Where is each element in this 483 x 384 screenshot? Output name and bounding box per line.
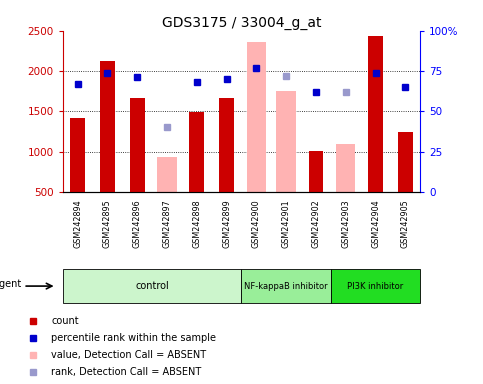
Text: NF-kappaB inhibitor: NF-kappaB inhibitor — [244, 281, 328, 291]
Text: GSM242903: GSM242903 — [341, 199, 350, 248]
Text: GSM242896: GSM242896 — [133, 199, 142, 248]
Text: GSM242899: GSM242899 — [222, 199, 231, 248]
Bar — [276, 91, 296, 192]
Bar — [242, 269, 331, 303]
Text: GSM242898: GSM242898 — [192, 199, 201, 248]
Bar — [368, 36, 383, 192]
Bar — [398, 132, 413, 192]
Text: GSM242894: GSM242894 — [73, 199, 82, 248]
Text: percentile rank within the sample: percentile rank within the sample — [51, 333, 216, 343]
Bar — [130, 98, 145, 192]
Bar — [247, 42, 266, 192]
Bar — [331, 269, 420, 303]
Text: GSM242900: GSM242900 — [252, 199, 261, 248]
Text: count: count — [51, 316, 79, 326]
Text: PI3K inhibitor: PI3K inhibitor — [347, 281, 404, 291]
Title: GDS3175 / 33004_g_at: GDS3175 / 33004_g_at — [162, 16, 321, 30]
Bar — [309, 151, 324, 192]
Bar — [336, 144, 355, 192]
Text: GSM242904: GSM242904 — [371, 199, 380, 248]
Text: control: control — [135, 281, 169, 291]
Text: agent: agent — [0, 279, 22, 290]
Bar — [219, 98, 234, 192]
Bar — [100, 61, 115, 192]
Text: GSM242895: GSM242895 — [103, 199, 112, 248]
Bar — [189, 112, 204, 192]
Bar — [70, 118, 85, 192]
Text: rank, Detection Call = ABSENT: rank, Detection Call = ABSENT — [51, 367, 201, 377]
Text: GSM242897: GSM242897 — [163, 199, 171, 248]
Bar — [63, 269, 242, 303]
Text: GSM242902: GSM242902 — [312, 199, 320, 248]
Text: value, Detection Call = ABSENT: value, Detection Call = ABSENT — [51, 350, 206, 360]
Bar — [157, 157, 177, 192]
Text: GSM242901: GSM242901 — [282, 199, 291, 248]
Text: GSM242905: GSM242905 — [401, 199, 410, 248]
